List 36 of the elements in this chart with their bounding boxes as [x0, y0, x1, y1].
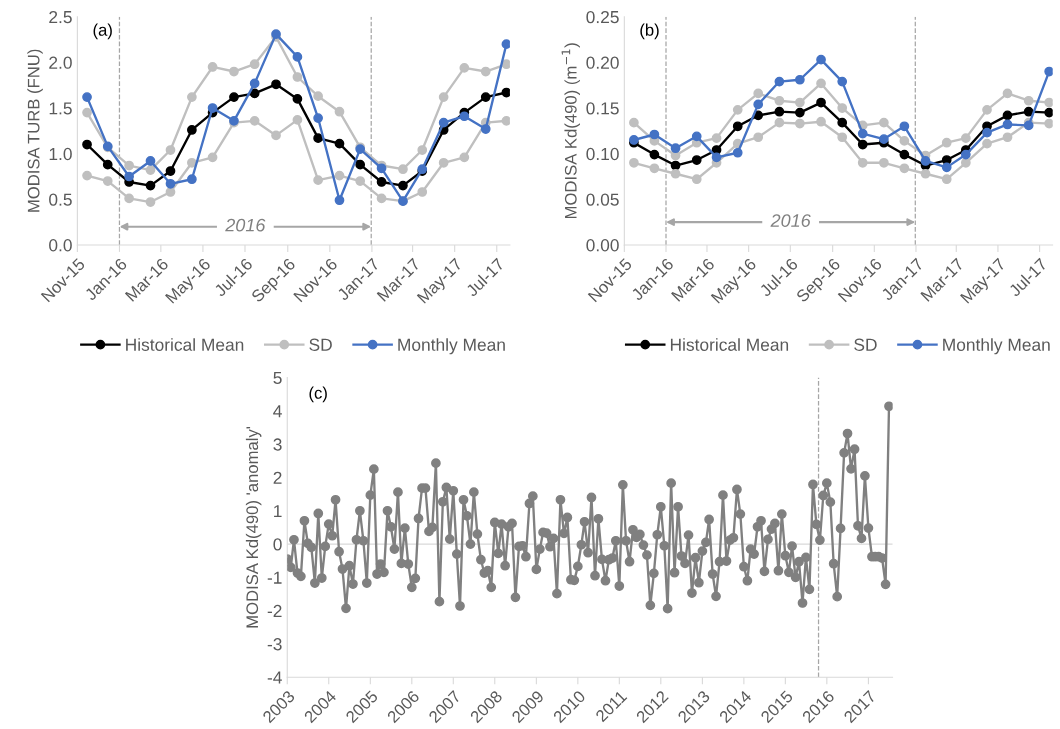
- legend-label: Monthly Mean: [943, 338, 1050, 355]
- legend-label: Monthly Mean: [398, 338, 505, 355]
- y-tick-label: 0.15: [586, 102, 619, 115]
- y-tick-label: 0.05: [586, 193, 619, 206]
- y-tick-label: 2.5: [49, 10, 72, 24]
- y-tick-label: 5: [273, 371, 282, 385]
- y-tick-label: -1: [267, 571, 282, 584]
- y-tick-label: 0.20: [586, 56, 619, 69]
- y-tick-label: 1: [274, 505, 282, 518]
- annotation: 2016: [770, 214, 811, 227]
- y-tick-label: 0.0: [49, 239, 72, 252]
- y-axis-title: MODISA TURB (FNU): [27, 49, 43, 212]
- y-axis-title: MODISA Kd(490) 'anomaly': [245, 426, 262, 628]
- legend-label: SD: [854, 338, 877, 351]
- y-tick-label: 2: [273, 471, 282, 484]
- y-tick-label: 0.25: [586, 10, 619, 24]
- y-tick-label: 0: [273, 538, 282, 551]
- y-tick-label: -3: [267, 638, 282, 651]
- annotation: (c): [309, 386, 327, 403]
- y-tick-label: 2.0: [49, 56, 72, 69]
- y-tick-label: 0.10: [586, 147, 619, 161]
- y-tick-label: 1.0: [49, 147, 72, 161]
- legend-label: Historical Mean: [126, 338, 244, 351]
- y-tick-label: 3: [273, 438, 282, 451]
- y-tick-label: 0.00: [586, 239, 619, 252]
- annotation: (a): [93, 23, 112, 40]
- annotation: (b): [640, 23, 659, 40]
- y-tick-label: 4: [273, 405, 282, 418]
- y-tick-label: -2: [267, 604, 282, 617]
- y-tick-label: 0.5: [49, 193, 72, 206]
- y-tick-label: 1.5: [49, 102, 72, 115]
- legend-label: SD: [309, 338, 332, 351]
- y-tick-label: -4: [267, 671, 282, 684]
- legend-label: Historical Mean: [670, 338, 789, 351]
- annotation: 2016: [225, 218, 266, 232]
- y-axis-title: MODISA Kd(490) (m$^{−1}$): [561, 43, 580, 219]
